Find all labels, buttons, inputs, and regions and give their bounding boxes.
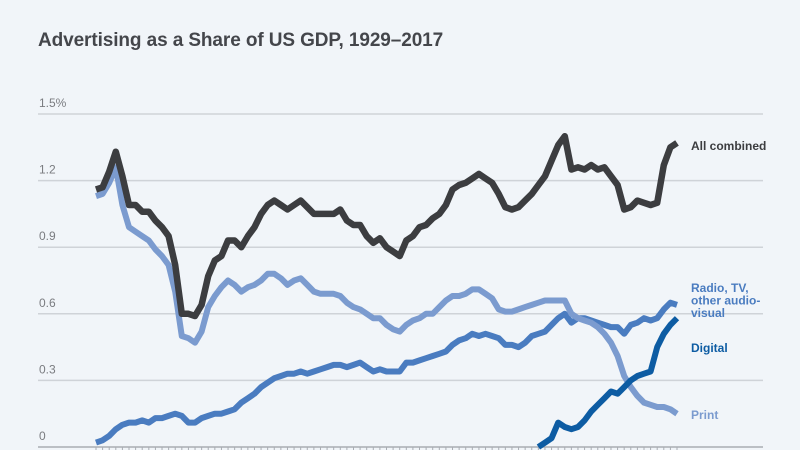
series-label-print: Print: [691, 408, 718, 422]
y-tick-label: 0: [39, 429, 46, 443]
series-lines: [94, 132, 680, 450]
y-tick-label: 0.9: [39, 229, 56, 243]
series-line-digital: [536, 316, 680, 450]
series-labels: All combined Print Radio, TV, other audio-v…: [691, 139, 766, 422]
x-axis: [38, 446, 763, 450]
series-label-radio-tv-other-audio-visual: Radio, TV, other audio-visual: [691, 281, 760, 320]
gridlines: 0 0.3 0.6 0.9 1.2 1.5%: [38, 96, 763, 443]
series-label-digital: Digital: [691, 341, 728, 355]
chart-title: Advertising as a Share of US GDP, 1929–2…: [38, 30, 444, 51]
y-tick-label: 1.5%: [39, 96, 67, 110]
series-label-all-combined: All combined: [691, 139, 766, 153]
y-tick-label: 1.2: [39, 163, 56, 177]
series-line-all-combined: [94, 132, 679, 320]
y-tick-label: 0.3: [39, 362, 56, 376]
y-tick-label: 0.6: [39, 296, 56, 310]
series-line-print: [95, 164, 679, 417]
